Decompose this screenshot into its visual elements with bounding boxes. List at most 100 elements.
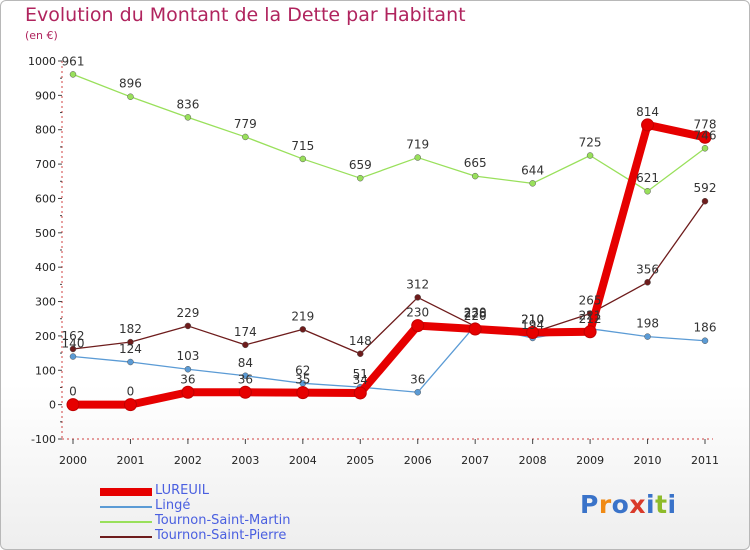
data-label-tournon-saint-martin: 665 <box>464 156 487 170</box>
x-tick-label: 2000 <box>59 454 87 467</box>
data-label-linge: 51 <box>353 367 368 381</box>
x-tick-label: 2011 <box>691 454 719 467</box>
data-label-tournon-saint-martin: 659 <box>349 158 372 172</box>
series-line-linge <box>72 324 706 393</box>
data-label-tournon-saint-pierre: 219 <box>291 309 314 323</box>
data-label-tournon-saint-pierre: 312 <box>406 277 429 291</box>
data-label-tournon-saint-pierre: 210 <box>521 312 544 326</box>
data-label-lureuil: 35 <box>295 373 310 387</box>
data-point-tournon-saint-martin <box>127 93 134 100</box>
legend-item: LUREUIL <box>100 483 360 499</box>
data-label-tournon-saint-pierre: 356 <box>636 262 659 276</box>
x-tick-label: 2001 <box>116 454 144 467</box>
legend-item: Tournon-Saint-Pierre <box>100 528 360 544</box>
data-point-tournon-saint-martin <box>242 133 249 141</box>
y-tick-label: 700 <box>35 158 56 171</box>
logo-letter: o <box>611 490 630 519</box>
y-tick-label: 500 <box>35 227 56 240</box>
x-tick-label: 2008 <box>519 454 547 467</box>
data-label-tournon-saint-martin: 621 <box>636 171 659 185</box>
data-label-tournon-saint-martin: 719 <box>406 138 429 152</box>
data-point-tournon-saint-martin <box>471 172 479 180</box>
data-label-tournon-saint-pierre: 174 <box>234 325 257 339</box>
y-tick-label: 600 <box>35 192 56 205</box>
data-point-lureuil <box>583 325 597 339</box>
data-label-lureuil: 0 <box>127 385 135 399</box>
x-tick-label: 2005 <box>346 454 374 467</box>
data-label-tournon-saint-pierre: 182 <box>119 322 142 336</box>
data-point-tournon-saint-martin <box>299 155 307 163</box>
data-point-lureuil <box>238 385 252 399</box>
data-label-lureuil: 212 <box>579 312 602 326</box>
data-point-tournon-saint-pierre <box>184 322 192 330</box>
data-label-linge: 140 <box>62 337 85 351</box>
data-point-tournon-saint-pierre <box>242 341 249 349</box>
y-tick-label: 100 <box>35 364 56 377</box>
data-label-lureuil: 220 <box>464 309 487 323</box>
data-point-lureuil <box>66 398 80 412</box>
data-point-tournon-saint-martin <box>357 174 364 182</box>
data-point-lureuil <box>698 130 712 144</box>
data-point-tournon-saint-martin <box>414 154 421 161</box>
data-label-tournon-saint-martin: 779 <box>234 117 257 131</box>
data-point-tournon-saint-pierre <box>69 345 77 353</box>
data-label-tournon-saint-martin: 644 <box>521 163 544 177</box>
data-point-tournon-saint-pierre <box>357 350 364 358</box>
series-line-tournon-saint-martin <box>72 73 706 192</box>
data-label-tournon-saint-martin: 836 <box>176 97 199 111</box>
data-point-tournon-saint-martin <box>529 180 536 187</box>
proxiti-logo: Proxiti <box>580 490 677 519</box>
data-point-linge <box>69 353 77 360</box>
legend-label: Tournon-Saint-Pierre <box>155 528 287 543</box>
data-label-linge: 221 <box>579 309 602 323</box>
legend-label: LUREUIL <box>155 483 209 498</box>
x-tick-label: 2009 <box>576 454 604 467</box>
logo-letter: r <box>598 490 612 519</box>
x-tick-label: 2006 <box>404 454 432 467</box>
data-point-tournon-saint-martin <box>69 71 77 78</box>
x-tick-label: 2007 <box>461 454 489 467</box>
legend-swatch <box>100 506 152 508</box>
data-point-lureuil <box>296 386 310 400</box>
chart-subtitle: (en €) <box>25 29 58 42</box>
logo-letter: t <box>655 490 668 519</box>
data-label-linge: 103 <box>176 349 199 363</box>
logo-letter: i <box>667 490 677 519</box>
data-point-linge <box>414 389 421 396</box>
y-tick-label: -100 <box>31 433 56 446</box>
data-point-tournon-saint-martin <box>701 145 709 152</box>
data-label-tournon-saint-martin: 961 <box>62 54 85 68</box>
data-point-lureuil <box>411 319 425 333</box>
legend-item: Tournon-Saint-Martin <box>100 513 360 529</box>
data-point-lureuil <box>468 322 482 336</box>
y-tick-label: 200 <box>35 330 56 343</box>
chart-legend: LUREUIL Lingé Tournon-Saint-Martin Tournon-… <box>100 483 360 544</box>
y-tick-label: 900 <box>35 89 56 102</box>
legend-swatch <box>100 488 152 496</box>
logo-letter: x <box>629 490 646 519</box>
data-point-linge <box>644 333 651 340</box>
x-tick-label: 2002 <box>174 454 202 467</box>
data-label-tournon-saint-martin: 715 <box>291 139 314 153</box>
legend-swatch <box>100 536 152 538</box>
data-point-lureuil <box>181 385 195 399</box>
data-label-linge: 198 <box>636 317 659 331</box>
data-point-tournon-saint-martin <box>644 187 651 195</box>
series-line-lureuil <box>69 120 709 409</box>
legend-label: Lingé <box>155 498 191 513</box>
y-tick-label: 400 <box>35 261 56 274</box>
data-label-tournon-saint-martin: 896 <box>119 77 142 91</box>
data-label-lureuil: 814 <box>636 105 659 119</box>
x-tick-label: 2010 <box>634 454 662 467</box>
y-tick-label: 300 <box>35 296 56 309</box>
data-label-tournon-saint-pierre: 228 <box>464 306 487 320</box>
data-point-linge <box>701 337 709 344</box>
data-point-tournon-saint-pierre <box>644 279 651 286</box>
data-point-tournon-saint-martin <box>184 114 192 121</box>
data-label-linge: 62 <box>295 363 310 377</box>
y-tick-label: 1000 <box>28 55 56 68</box>
data-point-tournon-saint-pierre <box>127 338 134 346</box>
logo-letter: P <box>580 490 599 519</box>
